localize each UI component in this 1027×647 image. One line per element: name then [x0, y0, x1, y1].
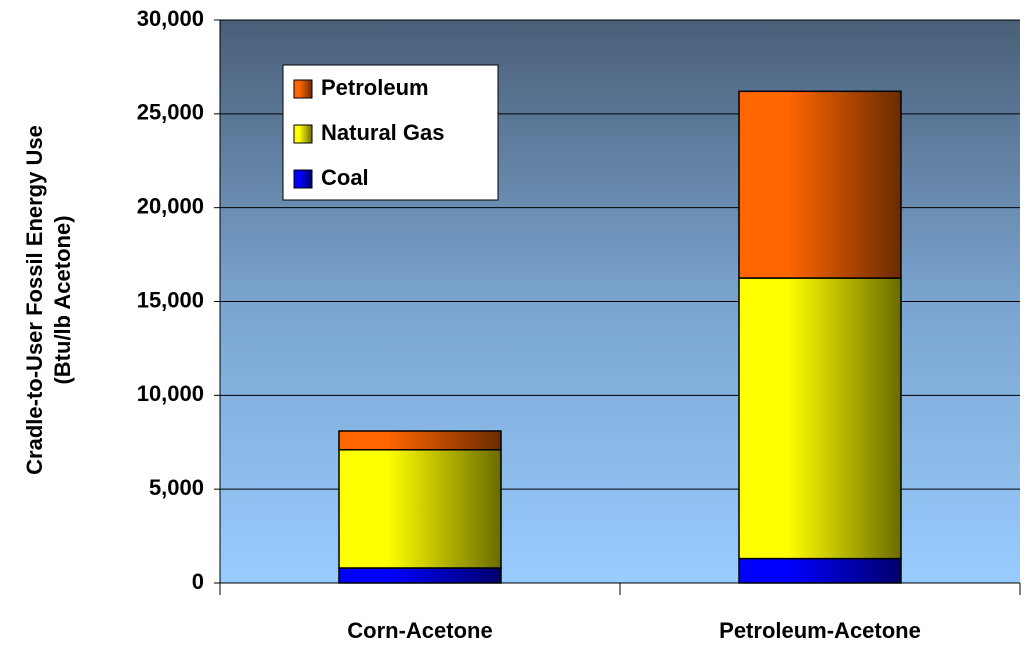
y-tick-label: 0: [192, 569, 204, 594]
legend-swatch: [293, 79, 313, 99]
x-tick-label: Corn-Acetone: [347, 618, 492, 643]
legend-box: [282, 64, 499, 201]
y-tick-label: 20,000: [137, 193, 204, 218]
y-tick-label: 5,000: [149, 475, 204, 500]
y-axis-title-line: (Btu/lb Acetone): [50, 215, 75, 384]
bar-segment: [338, 449, 502, 569]
bar-segment: [738, 557, 902, 584]
legend-label: Natural Gas: [321, 120, 445, 145]
bar-segment: [738, 90, 902, 279]
legend: Petroleum Natural Gas Coal: [282, 64, 499, 201]
y-tick-label: 15,000: [137, 287, 204, 312]
bar-segment: [338, 567, 502, 584]
y-axis-title: Cradle-to-User Fossil Energy Use (Btu/lb…: [22, 125, 75, 475]
legend-label: Petroleum: [321, 75, 429, 100]
y-tick-label: 30,000: [137, 6, 204, 31]
y-axis-title-line: Cradle-to-User Fossil Energy Use: [22, 125, 47, 475]
x-tick-label: Petroleum-Acetone: [719, 618, 921, 643]
y-tick-label: 10,000: [137, 381, 204, 406]
bar-segment: [338, 430, 502, 451]
legend-swatch: [293, 169, 313, 189]
bar-segment: [738, 277, 902, 560]
legend-swatch: [293, 124, 313, 144]
legend-label: Coal: [321, 165, 369, 190]
y-tick-label: 25,000: [137, 100, 204, 125]
